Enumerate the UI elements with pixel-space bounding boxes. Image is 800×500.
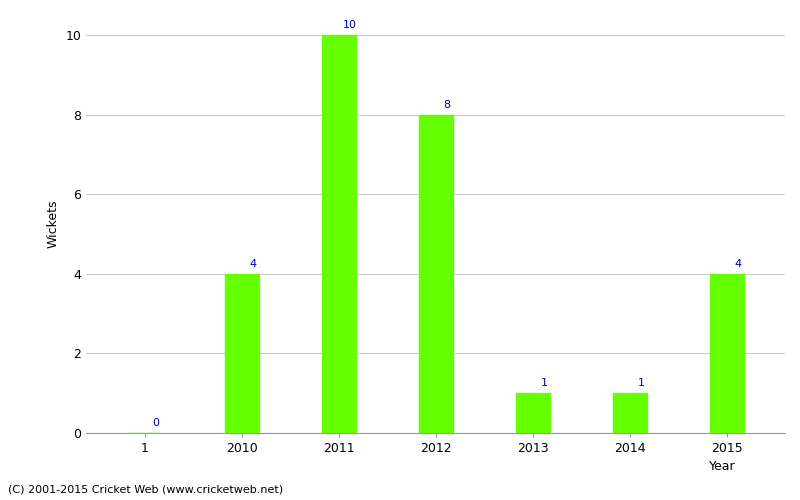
Bar — [516, 393, 550, 433]
Bar — [710, 274, 744, 433]
Text: 1: 1 — [638, 378, 645, 388]
Bar — [418, 114, 453, 433]
Bar — [613, 393, 646, 433]
Bar — [225, 274, 258, 433]
Text: Year: Year — [710, 460, 736, 473]
Text: 0: 0 — [153, 418, 160, 428]
Bar — [322, 35, 355, 433]
Text: 4: 4 — [735, 259, 742, 269]
Text: 1: 1 — [541, 378, 548, 388]
Y-axis label: Wickets: Wickets — [47, 200, 60, 248]
Text: 4: 4 — [250, 259, 257, 269]
Text: 10: 10 — [343, 20, 358, 30]
Text: 8: 8 — [444, 100, 451, 110]
Text: (C) 2001-2015 Cricket Web (www.cricketweb.net): (C) 2001-2015 Cricket Web (www.cricketwe… — [8, 485, 283, 495]
